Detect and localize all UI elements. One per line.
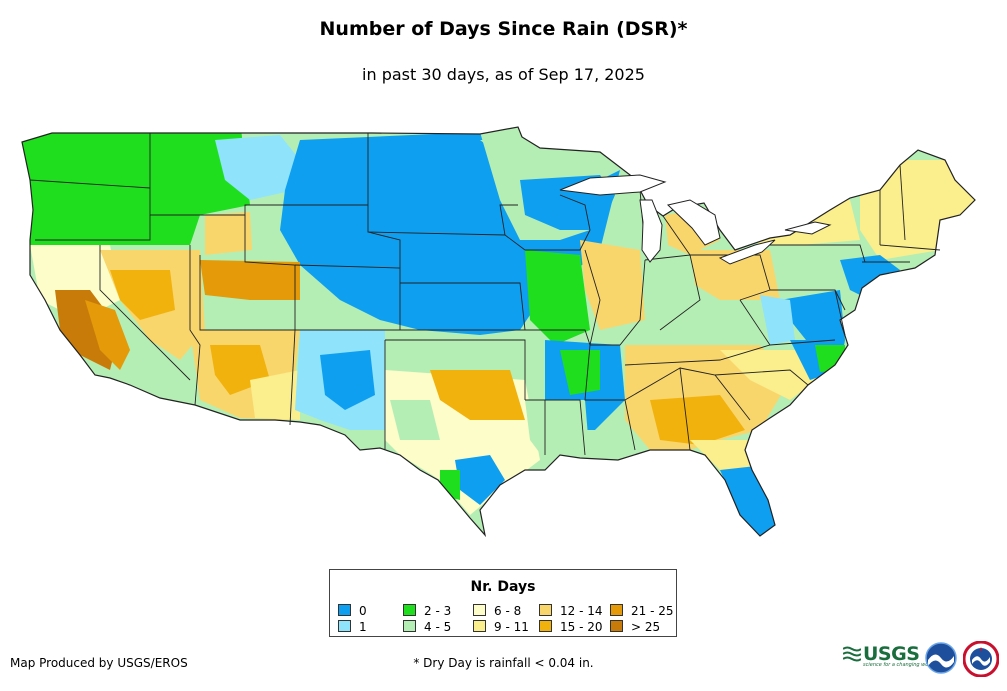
legend-swatch bbox=[403, 604, 416, 616]
legend-label: > 25 bbox=[631, 620, 661, 634]
map-title: Number of Days Since Rain (DSR)* bbox=[319, 18, 688, 40]
dsr-region-patch bbox=[250, 370, 300, 420]
dsr-region-patch bbox=[690, 250, 780, 300]
legend-swatch bbox=[539, 604, 552, 616]
legend-item: 6 - 8 bbox=[473, 604, 521, 618]
dsr-region-patch bbox=[215, 135, 300, 200]
dsr-region-patch bbox=[640, 250, 690, 330]
legend-swatch bbox=[539, 620, 552, 632]
legend-label: 12 - 14 bbox=[560, 604, 603, 618]
legend-swatch bbox=[610, 620, 623, 632]
dsr-region-patch bbox=[580, 240, 645, 330]
dsr-region-patch bbox=[110, 270, 175, 320]
dsr-region-patch bbox=[430, 370, 525, 420]
dsr-region-patch bbox=[720, 465, 780, 536]
legend-label: 6 - 8 bbox=[494, 604, 522, 618]
dsr-region-patch bbox=[390, 400, 440, 440]
usgs-logo: USGS science for a changing world bbox=[843, 643, 935, 668]
dsr-region-patch bbox=[525, 250, 590, 345]
lake-huron bbox=[666, 199, 721, 246]
usgs-waves-icon bbox=[843, 646, 861, 662]
dsr-region-patch bbox=[815, 345, 845, 372]
dsr-region-patch bbox=[455, 455, 505, 505]
legend-label: 1 bbox=[359, 620, 367, 634]
legend-item: > 25 bbox=[610, 620, 660, 634]
legend-label: 0 bbox=[359, 604, 367, 618]
dsr-region-patch bbox=[720, 195, 860, 245]
legend-label: 9 - 11 bbox=[494, 620, 529, 634]
lake-superior bbox=[559, 174, 667, 196]
usgs-tagline: science for a changing world bbox=[863, 662, 935, 668]
noaa-logo-icon bbox=[925, 642, 957, 674]
legend-title: Nr. Days bbox=[470, 579, 536, 595]
dsr-region-patch bbox=[560, 350, 600, 395]
dsr-region-patch bbox=[760, 295, 795, 345]
lake-michigan bbox=[639, 199, 663, 263]
legend-label: 4 - 5 bbox=[424, 620, 452, 634]
legend-swatch bbox=[338, 604, 351, 616]
legend-item: 12 - 14 bbox=[539, 604, 603, 618]
legend-item: 21 - 25 bbox=[610, 604, 674, 618]
map-subtitle: in past 30 days, as of Sep 17, 2025 bbox=[362, 65, 645, 84]
dsr-region-patch bbox=[860, 160, 975, 260]
dsr-region-patch bbox=[200, 260, 300, 300]
great-lakes bbox=[559, 174, 832, 265]
legend-swatch bbox=[403, 620, 416, 632]
legend-swatch bbox=[338, 620, 351, 632]
nws-logo-icon bbox=[963, 641, 999, 677]
legend-item: 0 bbox=[338, 604, 367, 618]
legend-item: 15 - 20 bbox=[539, 620, 603, 634]
lake-erie bbox=[718, 239, 776, 265]
dsr-region-patch bbox=[320, 350, 375, 410]
legend-label: 21 - 25 bbox=[631, 604, 674, 618]
map-credit: Map Produced by USGS/EROS bbox=[10, 656, 188, 670]
state-boundaries bbox=[29, 133, 941, 456]
dsr-region-patch bbox=[840, 255, 900, 300]
dry-day-footnote: * Dry Day is rainfall < 0.04 in. bbox=[413, 656, 594, 670]
lake-ontario bbox=[784, 221, 832, 235]
dsr-region-patch bbox=[650, 395, 745, 445]
dsr-region-patch bbox=[205, 212, 252, 255]
legend-swatch bbox=[610, 604, 623, 616]
legend-label: 2 - 3 bbox=[424, 604, 452, 618]
legend: Nr. Days 0 1 2 - 3 4 - 5 6 - 8 9 - 11 12 - 14 1… bbox=[329, 569, 677, 637]
legend-item: 1 bbox=[338, 620, 367, 634]
legend-item: 4 - 5 bbox=[403, 620, 451, 634]
legend-label: 15 - 20 bbox=[560, 620, 603, 634]
usgs-logo-text: USGS bbox=[863, 643, 920, 665]
dsr-region-patch bbox=[85, 300, 130, 370]
legend-swatch bbox=[473, 604, 486, 616]
dsr-region-patch bbox=[22, 127, 250, 245]
legend-item: 2 - 3 bbox=[403, 604, 451, 618]
dsr-region-patch bbox=[780, 290, 845, 345]
legend-item: 9 - 11 bbox=[473, 620, 529, 634]
dsr-region-patch bbox=[525, 400, 590, 460]
legend-swatch bbox=[473, 620, 486, 632]
